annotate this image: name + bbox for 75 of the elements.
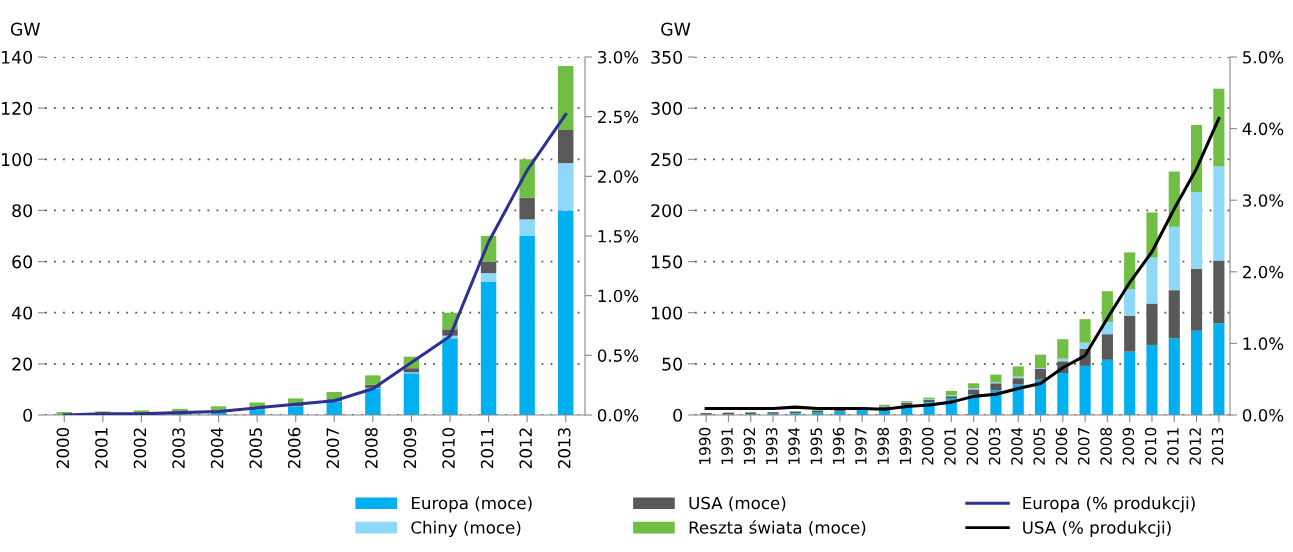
x-tick-label: 1998 (877, 427, 889, 465)
legend-label: USA (moce) (689, 496, 786, 512)
x-tick-label: 2009 (403, 427, 417, 468)
x-tick-label: 1995 (810, 428, 823, 465)
x-tick-label: 1996 (832, 427, 845, 465)
y2-tick-label: 2.0% (598, 170, 639, 183)
y2-tick-label: 2.0% (1243, 265, 1284, 279)
y2-tick-label: 0.5% (597, 349, 639, 362)
x-tick-label: 2013 (1211, 428, 1224, 465)
x-tick-label: 2011 (1167, 428, 1179, 465)
x-tick-label: 2000 (56, 427, 70, 468)
legend-label: Reszta świata (moce) (689, 520, 866, 536)
y-tick-label: 140 (1, 50, 33, 64)
y-tick-label: 100 (1, 153, 33, 167)
x-tick-label: 2010 (1144, 427, 1157, 465)
x-tick-label: 2002 (133, 428, 147, 468)
x-tick-label: 2006 (1055, 427, 1068, 465)
y-tick-label: 0 (23, 408, 33, 422)
x-tick-label: 2004 (1011, 427, 1023, 465)
y2-tick-label: 2.5% (598, 110, 639, 124)
x-tick-label: 2009 (1122, 427, 1135, 465)
x-tick-label: 2012 (1189, 428, 1201, 465)
x-tick-label: 2002 (966, 428, 979, 465)
y-tick-label: 20 (12, 357, 33, 371)
legend-label: USA (% produkcji) (1023, 520, 1171, 537)
x-tick-label: 2005 (1033, 428, 1045, 465)
y-tick-label: 0 (673, 408, 683, 422)
x-tick-label: 2013 (557, 428, 571, 468)
x-tick-label: 1992 (743, 428, 756, 465)
y2-tick-label: 3.0% (1243, 194, 1284, 207)
y2-tick-label: 0.0% (597, 408, 639, 422)
y-tick-label: 100 (651, 306, 683, 320)
y-tick-label: 300 (651, 101, 683, 115)
y-tick-label: 50 (662, 357, 683, 371)
legend-label: Europa (% produkcji) (1023, 496, 1195, 513)
x-tick-label: 1994 (788, 427, 800, 465)
legend-label: Europa (moce) (412, 496, 532, 513)
y2-tick-label: 1.5% (598, 229, 639, 243)
y-tick-label: 40 (11, 306, 33, 320)
x-tick-label: 2012 (519, 428, 532, 468)
x-tick-label: 2003 (988, 428, 1001, 465)
y-axis-title: GW (661, 22, 691, 36)
y-tick-label: 80 (12, 204, 33, 218)
x-tick-label: 1991 (721, 428, 733, 465)
y-tick-label: 60 (12, 255, 33, 269)
y2-tick-label: 3.0% (598, 50, 639, 64)
x-tick-label: 2003 (172, 428, 185, 468)
x-tick-label: 2001 (944, 428, 956, 465)
y2-tick-label: 0.0% (1242, 408, 1284, 422)
x-tick-label: 1997 (855, 428, 867, 465)
y2-tick-label: 5.0% (1243, 50, 1284, 64)
x-tick-label: 2004 (210, 427, 224, 468)
legend-label: Chiny (moce) (411, 520, 521, 537)
y-tick-label: 250 (651, 153, 683, 167)
y-tick-label: 350 (651, 50, 683, 64)
y-tick-label: 120 (1, 101, 33, 115)
y2-tick-label: 4.0% (1242, 122, 1284, 136)
x-tick-label: 2007 (326, 428, 340, 468)
x-tick-label: 2005 (249, 428, 262, 468)
x-tick-label: 2011 (480, 428, 494, 468)
x-tick-label: 2008 (1100, 427, 1112, 465)
x-tick-label: 2007 (1077, 428, 1090, 465)
x-tick-label: 2001 (95, 428, 108, 468)
x-tick-label: 1993 (765, 428, 778, 465)
x-tick-label: 1999 (899, 427, 912, 465)
x-tick-label: 2006 (287, 427, 301, 468)
x-tick-label: 1990 (699, 427, 711, 465)
y2-tick-label: 1.0% (598, 289, 639, 303)
x-tick-label: 2000 (921, 427, 934, 465)
x-tick-label: 2008 (365, 427, 378, 468)
x-tick-label: 2010 (442, 427, 455, 468)
y2-tick-label: 1.0% (1243, 337, 1284, 350)
y-axis-title: GW (10, 22, 40, 36)
y-tick-label: 200 (651, 204, 683, 218)
y-tick-label: 150 (651, 255, 683, 269)
